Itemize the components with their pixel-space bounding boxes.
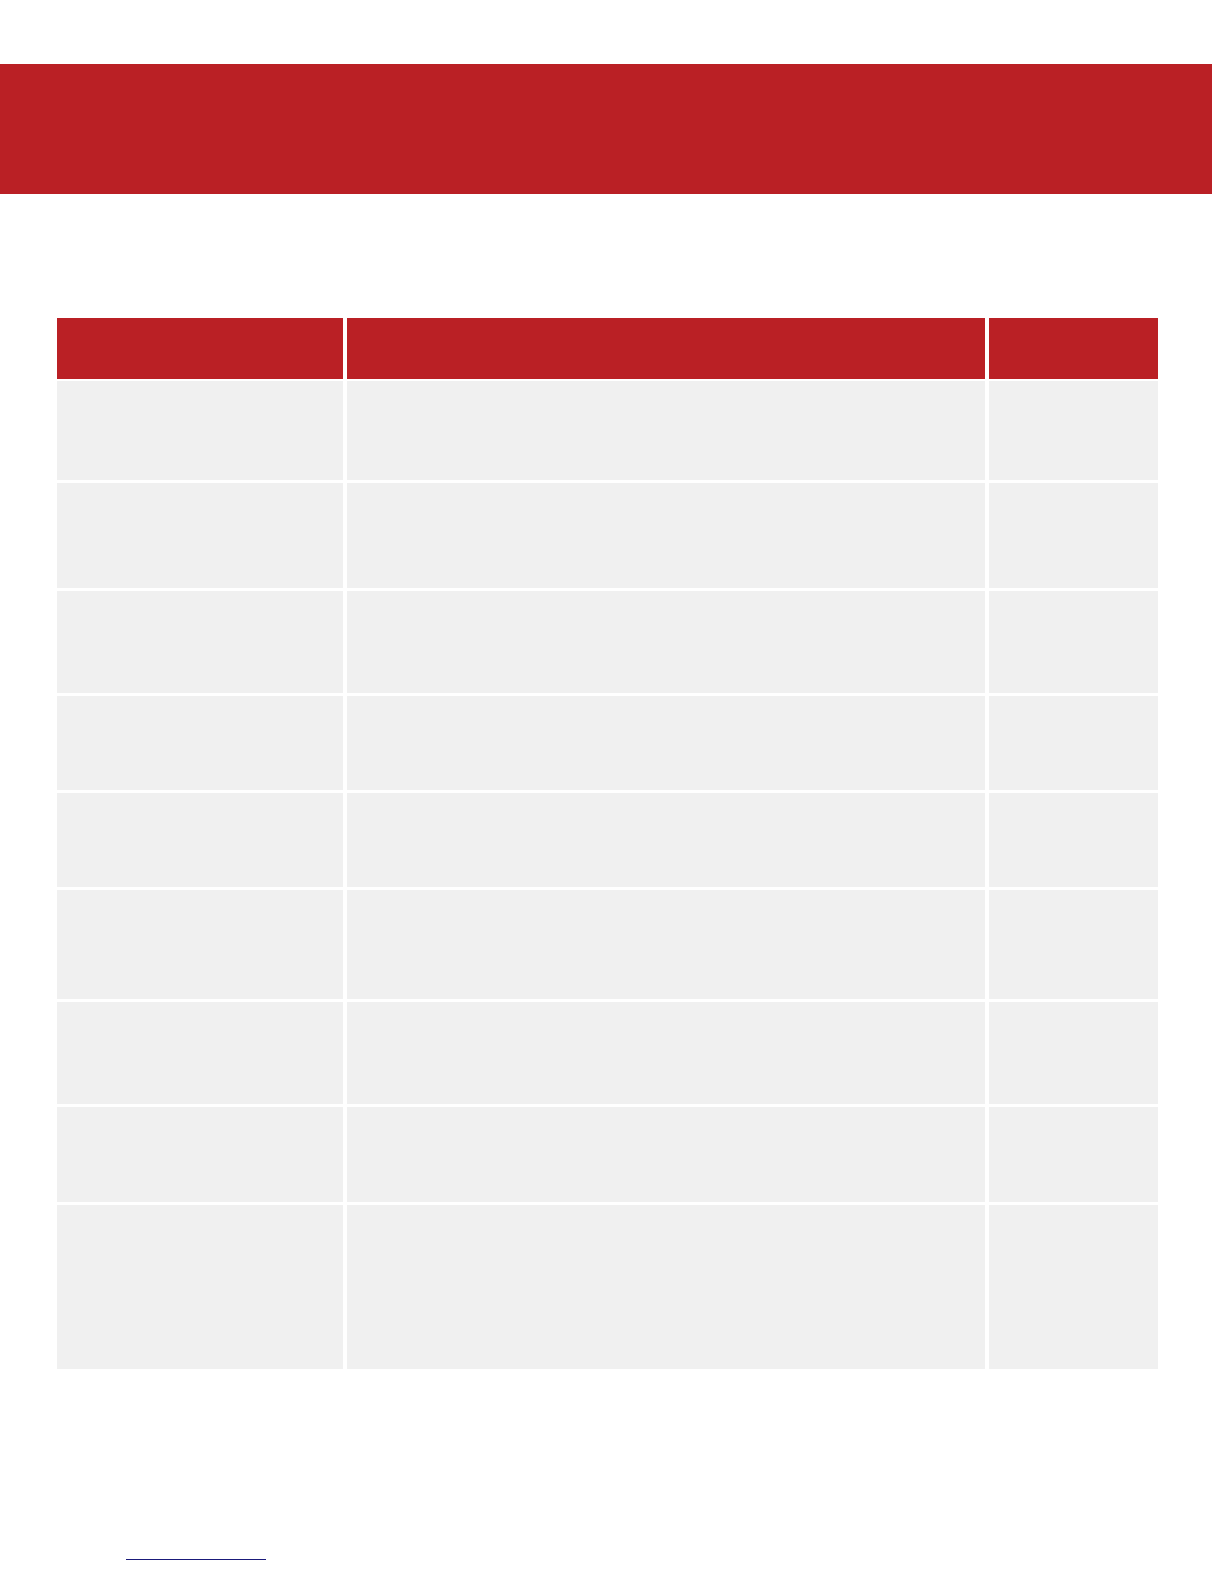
table-header-row bbox=[57, 318, 1158, 379]
table-cell bbox=[989, 890, 1158, 999]
table-row bbox=[57, 1205, 1158, 1369]
column-header bbox=[57, 318, 343, 379]
table-cell bbox=[57, 890, 343, 999]
table-cell bbox=[347, 483, 985, 588]
table-cell bbox=[57, 591, 343, 693]
table-cell bbox=[347, 591, 985, 693]
table-row bbox=[57, 1107, 1158, 1202]
table-cell bbox=[57, 483, 343, 588]
table-cell bbox=[989, 591, 1158, 693]
table-cell bbox=[57, 1107, 343, 1202]
header-banner bbox=[0, 64, 1212, 194]
table-row bbox=[57, 483, 1158, 588]
table-cell bbox=[57, 1002, 343, 1104]
table-row bbox=[57, 696, 1158, 790]
table-cell bbox=[347, 1107, 985, 1202]
table-row bbox=[57, 381, 1158, 480]
table-cell bbox=[347, 381, 985, 480]
table-cell bbox=[347, 793, 985, 887]
table-cell bbox=[989, 1002, 1158, 1104]
table-cell bbox=[347, 890, 985, 999]
table-cell bbox=[57, 793, 343, 887]
table-row bbox=[57, 1002, 1158, 1104]
column-header bbox=[989, 318, 1158, 379]
table-cell bbox=[57, 381, 343, 480]
table-cell bbox=[989, 793, 1158, 887]
table-cell bbox=[57, 1205, 343, 1369]
table-cell bbox=[347, 1205, 985, 1369]
table-cell bbox=[347, 1002, 985, 1104]
table-cell bbox=[57, 696, 343, 790]
content-table bbox=[57, 318, 1158, 1372]
table-cell bbox=[989, 483, 1158, 588]
table-row bbox=[57, 793, 1158, 887]
table-cell bbox=[989, 696, 1158, 790]
table-cell bbox=[347, 696, 985, 790]
table-cell bbox=[989, 381, 1158, 480]
table-cell bbox=[989, 1205, 1158, 1369]
table-row bbox=[57, 890, 1158, 999]
column-header bbox=[347, 318, 985, 379]
footer-link[interactable] bbox=[126, 1545, 266, 1560]
table-cell bbox=[989, 1107, 1158, 1202]
table-row bbox=[57, 591, 1158, 693]
